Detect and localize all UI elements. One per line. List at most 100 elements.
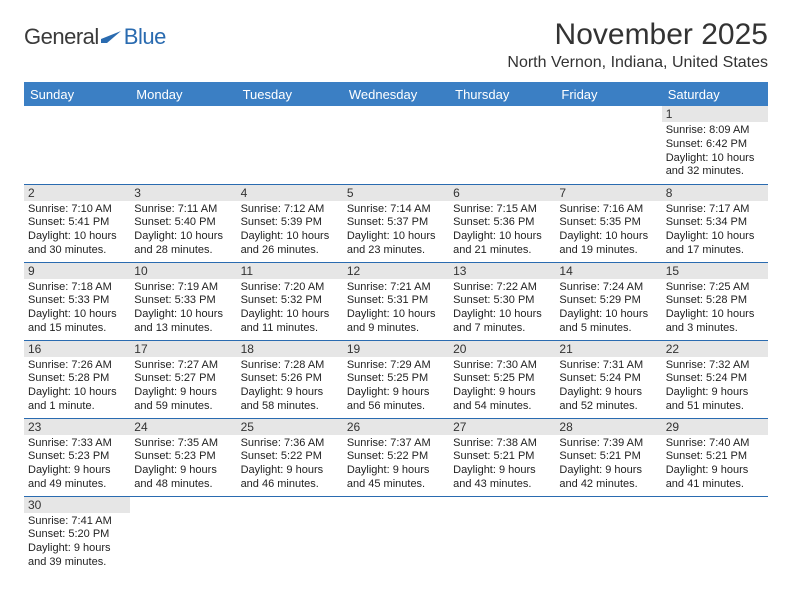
sunrise-text: Sunrise: 7:38 AM — [453, 437, 551, 451]
calendar-day-cell: 16Sunrise: 7:26 AMSunset: 5:28 PMDayligh… — [24, 340, 130, 418]
calendar-day-cell: 30Sunrise: 7:41 AMSunset: 5:20 PMDayligh… — [24, 496, 130, 574]
daylight-text: Daylight: 9 hours and 41 minutes. — [666, 464, 764, 492]
weekday-header: Wednesday — [343, 83, 449, 107]
sunrise-text: Sunrise: 7:15 AM — [453, 203, 551, 217]
daylight-text: Daylight: 9 hours and 56 minutes. — [347, 386, 445, 414]
day-number-empty — [555, 106, 661, 122]
day-number: 13 — [449, 263, 555, 279]
daylight-text: Daylight: 10 hours and 21 minutes. — [453, 230, 551, 258]
sunset-text: Sunset: 5:37 PM — [347, 216, 445, 230]
sunrise-text: Sunrise: 7:30 AM — [453, 359, 551, 373]
daylight-text: Daylight: 10 hours and 9 minutes. — [347, 308, 445, 336]
sunrise-text: Sunrise: 7:40 AM — [666, 437, 764, 451]
sunset-text: Sunset: 5:41 PM — [28, 216, 126, 230]
daylight-text: Daylight: 10 hours and 7 minutes. — [453, 308, 551, 336]
sunset-text: Sunset: 5:33 PM — [134, 294, 232, 308]
calendar-day-cell — [24, 106, 130, 184]
calendar-day-cell — [555, 496, 661, 574]
calendar-day-cell — [662, 496, 768, 574]
daylight-text: Daylight: 9 hours and 39 minutes. — [28, 542, 126, 570]
calendar-week-row: 1Sunrise: 8:09 AMSunset: 6:42 PMDaylight… — [24, 106, 768, 184]
day-number: 8 — [662, 185, 768, 201]
sunrise-text: Sunrise: 7:16 AM — [559, 203, 657, 217]
day-number: 23 — [24, 419, 130, 435]
calendar-day-cell: 2Sunrise: 7:10 AMSunset: 5:41 PMDaylight… — [24, 184, 130, 262]
sunrise-text: Sunrise: 7:39 AM — [559, 437, 657, 451]
daylight-text: Daylight: 9 hours and 45 minutes. — [347, 464, 445, 492]
calendar-day-cell: 24Sunrise: 7:35 AMSunset: 5:23 PMDayligh… — [130, 418, 236, 496]
calendar-day-cell — [449, 496, 555, 574]
calendar-day-cell: 6 Sunrise: 7:15 AMSunset: 5:36 PMDaylight… — [449, 184, 555, 262]
daylight-text: Daylight: 10 hours and 23 minutes. — [347, 230, 445, 258]
sunset-text: Sunset: 5:30 PM — [453, 294, 551, 308]
daylight-text: Daylight: 10 hours and 26 minutes. — [241, 230, 339, 258]
weekday-header: Saturday — [662, 83, 768, 107]
daylight-text: Daylight: 10 hours and 5 minutes. — [559, 308, 657, 336]
daylight-text: Daylight: 9 hours and 48 minutes. — [134, 464, 232, 492]
sunrise-text: Sunrise: 7:22 AM — [453, 281, 551, 295]
calendar-week-row: 2 Sunrise: 7:10 AMSunset: 5:41 PM Daylight… — [24, 184, 768, 262]
sunrise-text: Sunrise: 7:12 AM — [241, 203, 339, 217]
calendar-day-cell: 10Sunrise: 7:19 AMSunset: 5:33 PMDayligh… — [130, 262, 236, 340]
calendar-day-cell: 21Sunrise: 7:31 AMSunset: 5:24 PMDayligh… — [555, 340, 661, 418]
sunset-text: Sunset: 5:28 PM — [666, 294, 764, 308]
sunset-text: Sunset: 5:26 PM — [241, 372, 339, 386]
daylight-text: Daylight: 10 hours and 13 minutes. — [134, 308, 232, 336]
sunset-text: Sunset: 5:22 PM — [347, 450, 445, 464]
day-number: 29 — [662, 419, 768, 435]
calendar-day-cell: 23Sunrise: 7:33 AMSunset: 5:23 PMDayligh… — [24, 418, 130, 496]
sunset-text: Sunset: 5:23 PM — [134, 450, 232, 464]
day-number: 16 — [24, 341, 130, 357]
daylight-text: Daylight: 9 hours and 52 minutes. — [559, 386, 657, 414]
calendar-day-cell — [555, 106, 661, 184]
calendar-week-row: 9Sunrise: 7:18 AMSunset: 5:33 PMDaylight… — [24, 262, 768, 340]
calendar-day-cell: 19Sunrise: 7:29 AMSunset: 5:25 PMDayligh… — [343, 340, 449, 418]
sunrise-text: Sunrise: 7:35 AM — [134, 437, 232, 451]
calendar-day-cell: 17Sunrise: 7:27 AMSunset: 5:27 PMDayligh… — [130, 340, 236, 418]
sunset-text: Sunset: 5:39 PM — [241, 216, 339, 230]
day-number: 6 — [449, 185, 555, 201]
day-number: 11 — [237, 263, 343, 279]
sunrise-text: Sunrise: 7:33 AM — [28, 437, 126, 451]
sunset-text: Sunset: 5:40 PM — [134, 216, 232, 230]
day-number: 3 — [130, 185, 236, 201]
sunset-text: Sunset: 5:29 PM — [559, 294, 657, 308]
sunrise-text: Sunrise: 7:21 AM — [347, 281, 445, 295]
weekday-header: Monday — [130, 83, 236, 107]
daylight-text: Daylight: 9 hours and 46 minutes. — [241, 464, 339, 492]
sunset-text: Sunset: 5:35 PM — [559, 216, 657, 230]
sunset-text: Sunset: 5:27 PM — [134, 372, 232, 386]
calendar-day-cell: 20Sunrise: 7:30 AMSunset: 5:25 PMDayligh… — [449, 340, 555, 418]
day-number: 2 — [24, 185, 130, 201]
sunset-text: Sunset: 5:24 PM — [559, 372, 657, 386]
logo-text-blue: Blue — [124, 24, 166, 49]
logo-text: GeneralBlue — [24, 24, 166, 51]
day-number: 14 — [555, 263, 661, 279]
day-number: 4 — [237, 185, 343, 201]
sunrise-text: Sunrise: 7:18 AM — [28, 281, 126, 295]
weekday-row: Sunday Monday Tuesday Wednesday Thursday… — [24, 83, 768, 107]
calendar-day-cell: 25Sunrise: 7:36 AMSunset: 5:22 PMDayligh… — [237, 418, 343, 496]
sunset-text: Sunset: 6:42 PM — [666, 138, 764, 152]
calendar-day-cell — [237, 496, 343, 574]
sunset-text: Sunset: 5:21 PM — [453, 450, 551, 464]
weekday-header: Tuesday — [237, 83, 343, 107]
calendar-table: Sunday Monday Tuesday Wednesday Thursday… — [24, 82, 768, 574]
calendar-day-cell — [449, 106, 555, 184]
sunrise-text: Sunrise: 7:41 AM — [28, 515, 126, 529]
sunrise-text: Sunrise: 7:26 AM — [28, 359, 126, 373]
sunrise-text: Sunrise: 7:10 AM — [28, 203, 126, 217]
calendar-day-cell: 28Sunrise: 7:39 AMSunset: 5:21 PMDayligh… — [555, 418, 661, 496]
calendar-day-cell: 3Sunrise: 7:11 AMSunset: 5:40 PMDaylight… — [130, 184, 236, 262]
sunrise-text: Sunrise: 7:14 AM — [347, 203, 445, 217]
weekday-header: Thursday — [449, 83, 555, 107]
day-number-empty — [24, 106, 130, 122]
calendar-body: 1Sunrise: 8:09 AMSunset: 6:42 PMDaylight… — [24, 106, 768, 574]
calendar-week-row: 23Sunrise: 7:33 AMSunset: 5:23 PMDayligh… — [24, 418, 768, 496]
sunrise-text: Sunrise: 7:24 AM — [559, 281, 657, 295]
sunset-text: Sunset: 5:36 PM — [453, 216, 551, 230]
daylight-text: Daylight: 9 hours and 49 minutes. — [28, 464, 126, 492]
daylight-text: Daylight: 10 hours and 1 minute. — [28, 386, 126, 414]
day-number: 28 — [555, 419, 661, 435]
calendar-day-cell: 9Sunrise: 7:18 AMSunset: 5:33 PMDaylight… — [24, 262, 130, 340]
